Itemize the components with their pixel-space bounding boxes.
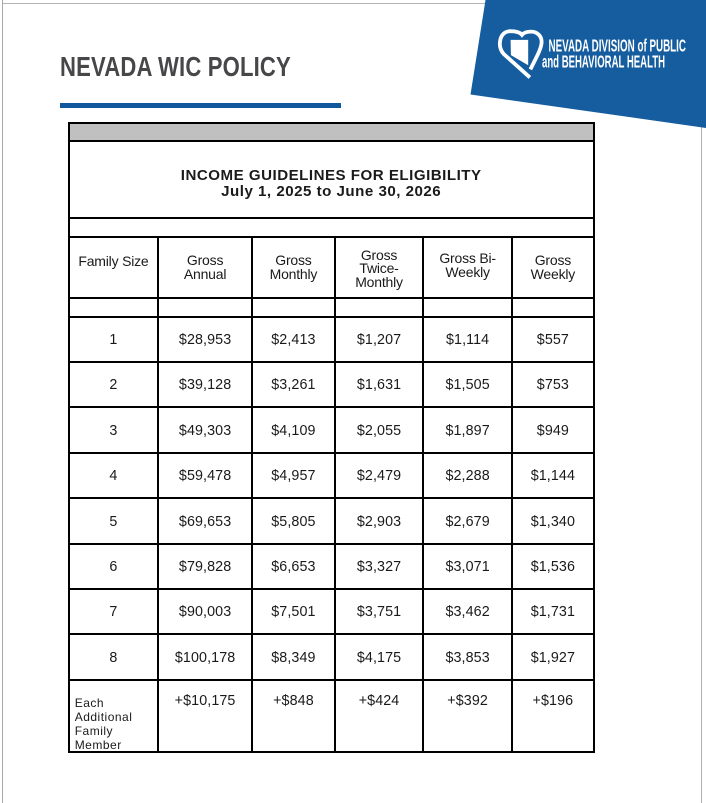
svg-text:NEVADA DIVISION of PUBLIC: NEVADA DIVISION of PUBLIC [549, 35, 687, 55]
svg-text:and BEHAVIORAL HEALTH: and BEHAVIORAL HEALTH [542, 52, 665, 72]
